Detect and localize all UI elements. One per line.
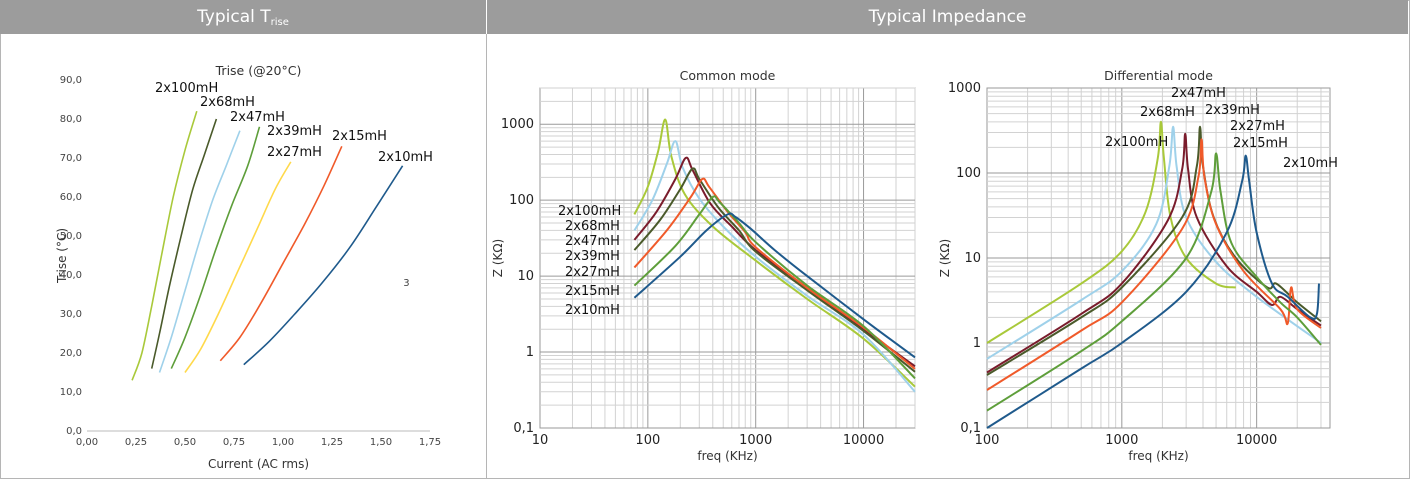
differential-mode-series-label-2x68mh: 2x68mH (1140, 105, 1195, 120)
differential-mode-series-label-2x100mh: 2x100mH (1105, 135, 1168, 150)
differential-mode-ytick-label: 100 (956, 166, 981, 181)
trise-y-axis-label: Trise (°C) (55, 228, 69, 284)
common-mode-series-label-2x27mh: 2x27mH (565, 265, 620, 280)
common-mode-plot-area (539, 87, 916, 429)
differential-mode-series-label-2x39mh: 2x39mH (1205, 103, 1260, 118)
differential-mode-series-label-2x10mh: 2x10mH (1283, 156, 1338, 171)
common-mode-series-line-2x68mh (633, 140, 916, 393)
trise-ytick-label: 70,0 (60, 153, 82, 164)
common-mode-ytick-label: 100 (509, 193, 534, 208)
trise-ytick-label: 90,0 (60, 75, 82, 86)
trise-ytick-label: 80,0 (60, 114, 82, 125)
trise-ytick-label: 10,0 (60, 387, 82, 398)
common-mode-series-label-2x10mh: 2x10mH (565, 303, 620, 318)
common-mode-ytick-label: 1000 (501, 117, 534, 132)
differential-mode-series-line-2x47mh (986, 132, 1322, 374)
trise-ytick-label: 20,0 (60, 348, 82, 359)
trise-xtick-label: 1,75 (419, 437, 441, 448)
trise-x-axis-label: Current (AC rms) (208, 457, 309, 471)
common-mode-xtick-label: 100 (635, 433, 660, 448)
section-header-trise: Typical Trise (0, 0, 487, 34)
trise-ytick-label: 40,0 (60, 270, 82, 281)
trise-header-subscript: rise (270, 17, 289, 28)
common-mode-series-label-2x68mh: 2x68mH (565, 219, 620, 234)
trise-xtick-label: 0,00 (76, 437, 98, 448)
trise-ytick-label: 30,0 (60, 309, 82, 320)
common-mode-ytick-label: 1 (526, 345, 534, 360)
trise-series-label-2x68mh: 2x68mH (200, 95, 255, 110)
trise-series-label-2x27mh: 2x27mH (267, 145, 322, 160)
trise-series-line-2x27mh (184, 161, 292, 373)
common-mode-series-line-2x39mh (633, 167, 916, 373)
differential-mode-xtick-label: 1000 (1105, 433, 1138, 448)
trise-series-label-2x39mh: 2x39mH (267, 124, 322, 139)
trise-chart-title: Trise (@20°C) (215, 63, 302, 78)
differential-mode-x-axis-label: freq (KHz) (1128, 449, 1188, 463)
common-mode-ytick-label: 0,1 (513, 421, 534, 436)
common-mode-series-label-2x100mh: 2x100mH (558, 204, 621, 219)
trise-series-label-2x100mh: 2x100mH (155, 81, 218, 96)
trise-series-line-2x10mh (243, 165, 404, 366)
common-mode-chart-title: Common mode (680, 68, 776, 83)
differential-mode-xtick-label: 100 (975, 433, 1000, 448)
common-mode-series-label-2x39mh: 2x39mH (565, 249, 620, 264)
common-mode-xtick-label: 1000 (739, 433, 772, 448)
common-mode-series-line-2x15mh (633, 195, 916, 380)
common-mode-series-line-2x100mh (633, 118, 916, 388)
trise-series-label-2x15mh: 2x15mH (332, 129, 387, 144)
trise-xtick-label: 1,50 (370, 437, 392, 448)
trise-ytick-label: 0,0 (66, 426, 82, 437)
trise-xtick-label: 1,25 (321, 437, 343, 448)
trise-series-line-2x15mh (219, 145, 343, 362)
impedance-header-title: Typical Impedance (868, 7, 1027, 27)
trise-series-line-2x39mh (170, 126, 261, 369)
trise-series-line-2x68mh (150, 118, 218, 369)
trise-xtick-label: 0,25 (125, 437, 147, 448)
common-mode-xtick-label: 10 (532, 433, 549, 448)
differential-mode-xtick-label: 10000 (1236, 433, 1277, 448)
trise-header-title: Typical T (197, 7, 271, 27)
trise-ytick-label: 60,0 (60, 192, 82, 203)
section-header-impedance: Typical Impedance (487, 0, 1408, 34)
differential-mode-series-line-2x27mh (986, 138, 1322, 391)
differential-mode-series-label-2x47mh: 2x47mH (1171, 86, 1226, 101)
common-mode-series-label-2x47mh: 2x47mH (565, 234, 620, 249)
trise-xtick-label: 1,00 (272, 437, 294, 448)
common-mode-series-label-2x15mh: 2x15mH (565, 284, 620, 299)
common-mode-xtick-label: 10000 (843, 433, 884, 448)
common-mode-x-axis-label: freq (KHz) (697, 449, 757, 463)
differential-mode-y-axis-label: Z (KΩ) (938, 239, 952, 277)
section-divider (486, 34, 487, 479)
differential-mode-series-line-2x10mh (986, 154, 1320, 429)
differential-mode-series-label-2x27mh: 2x27mH (1230, 119, 1285, 134)
trise-series-label-2x10mh: 2x10mH (378, 150, 433, 165)
trise-series-label-2x47mh: 2x47mH (230, 110, 285, 125)
differential-mode-ytick-label: 1 (973, 336, 981, 351)
trise-ytick-label: 50,0 (60, 231, 82, 242)
differential-mode-series-line-2x15mh (986, 152, 1322, 412)
differential-mode-series-line-2x68mh (986, 125, 1322, 360)
differential-mode-series-label-2x15mh: 2x15mH (1233, 136, 1288, 151)
trise-series-line-2x100mh (131, 110, 198, 381)
differential-mode-chart-title: Differential mode (1104, 68, 1213, 83)
differential-mode-ytick-label: 1000 (948, 81, 981, 96)
common-mode-series-line-2x10mh (633, 212, 916, 359)
differential-mode-ytick-label: 10 (964, 251, 981, 266)
differential-mode-ytick-label: 0,1 (960, 421, 981, 436)
trise-xtick-label: 0,50 (174, 437, 196, 448)
common-mode-ytick-label: 10 (517, 269, 534, 284)
trise-xtick-label: 0,75 (223, 437, 245, 448)
trise-series-line-2x47mh (158, 130, 241, 373)
differential-mode-series-line-2x100mh (986, 120, 1237, 344)
common-mode-y-axis-label: Z (KΩ) (491, 239, 505, 277)
trise-annotation: 3 (403, 278, 409, 289)
